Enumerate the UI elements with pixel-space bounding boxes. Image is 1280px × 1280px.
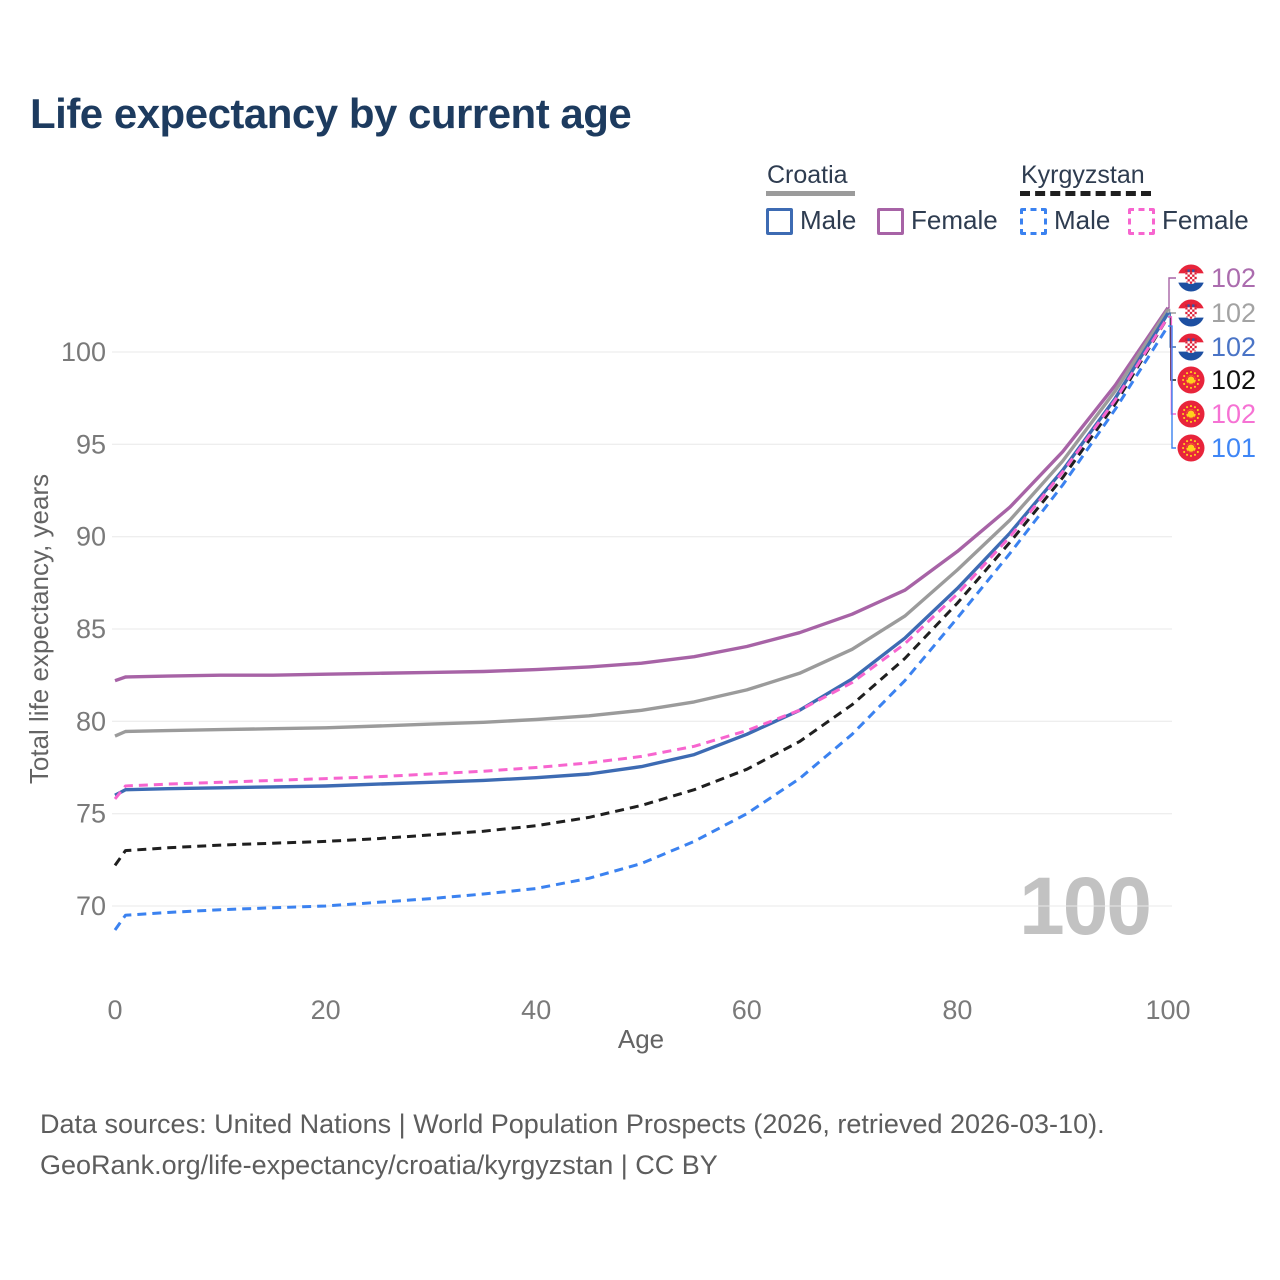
x-tick-label: 100 <box>1145 995 1190 1025</box>
y-axis-title: Total life expectancy, years <box>24 474 54 784</box>
label-connector <box>1168 277 1176 309</box>
line-croatia-female[interactable] <box>114 306 1170 683</box>
y-tick-label: 75 <box>76 799 106 829</box>
line-kyrgyzstan-total[interactable] <box>113 316 1170 867</box>
x-tick-label: 60 <box>732 995 762 1025</box>
chart-title: Life expectancy by current age <box>30 90 632 137</box>
y-tick-label: 85 <box>76 614 106 644</box>
y-tick-label: 90 <box>76 522 106 552</box>
legend-croatia-underline <box>766 191 855 196</box>
label-connector <box>1168 308 1176 314</box>
legend-group-kyrgyzstan-title: Kyrgyzstan <box>1021 161 1145 189</box>
x-axis-title: Age <box>618 1024 664 1054</box>
footer: Data sources: United Nations | World Pop… <box>40 1104 1105 1186</box>
y-tick-label: 95 <box>76 429 106 459</box>
legend-croatia-male-label[interactable]: Male <box>800 205 857 235</box>
legend-croatia-male-swatch[interactable] <box>766 208 793 235</box>
legend-kyrgyzstan-underline <box>1020 191 1151 196</box>
legend-kyrgyzstan-female-label[interactable]: Female <box>1162 205 1249 235</box>
footer-attribution: GeoRank.org/life-expectancy/croatia/kyrg… <box>40 1150 718 1180</box>
legend-croatia-female-swatch[interactable] <box>877 208 904 235</box>
line-croatia-total[interactable] <box>114 308 1170 738</box>
y-tick-label: 70 <box>76 891 106 921</box>
legend-group-croatia-title: Croatia <box>767 161 848 189</box>
x-tick-label: 80 <box>942 995 972 1025</box>
legend-kyrgyzstan-female-swatch[interactable] <box>1128 208 1155 235</box>
footer-data-sources: Data sources: United Nations | World Pop… <box>40 1109 1105 1139</box>
legend-kyrgyzstan-male-label[interactable]: Male <box>1054 205 1111 235</box>
y-tick-label: 100 <box>61 337 106 367</box>
line-croatia-male[interactable] <box>114 312 1170 797</box>
x-tick-label: 20 <box>311 995 341 1025</box>
label-connector <box>1168 325 1176 449</box>
x-tick-label: 0 <box>107 995 122 1025</box>
legend-kyrgyzstan-male-swatch[interactable] <box>1020 208 1047 235</box>
y-tick-label: 80 <box>76 706 106 736</box>
x-tick-label: 40 <box>521 995 551 1025</box>
line-kyrgyzstan-male[interactable] <box>113 325 1170 931</box>
legend-croatia-female-label[interactable]: Female <box>911 205 998 235</box>
line-kyrgyzstan-female[interactable] <box>113 316 1170 800</box>
